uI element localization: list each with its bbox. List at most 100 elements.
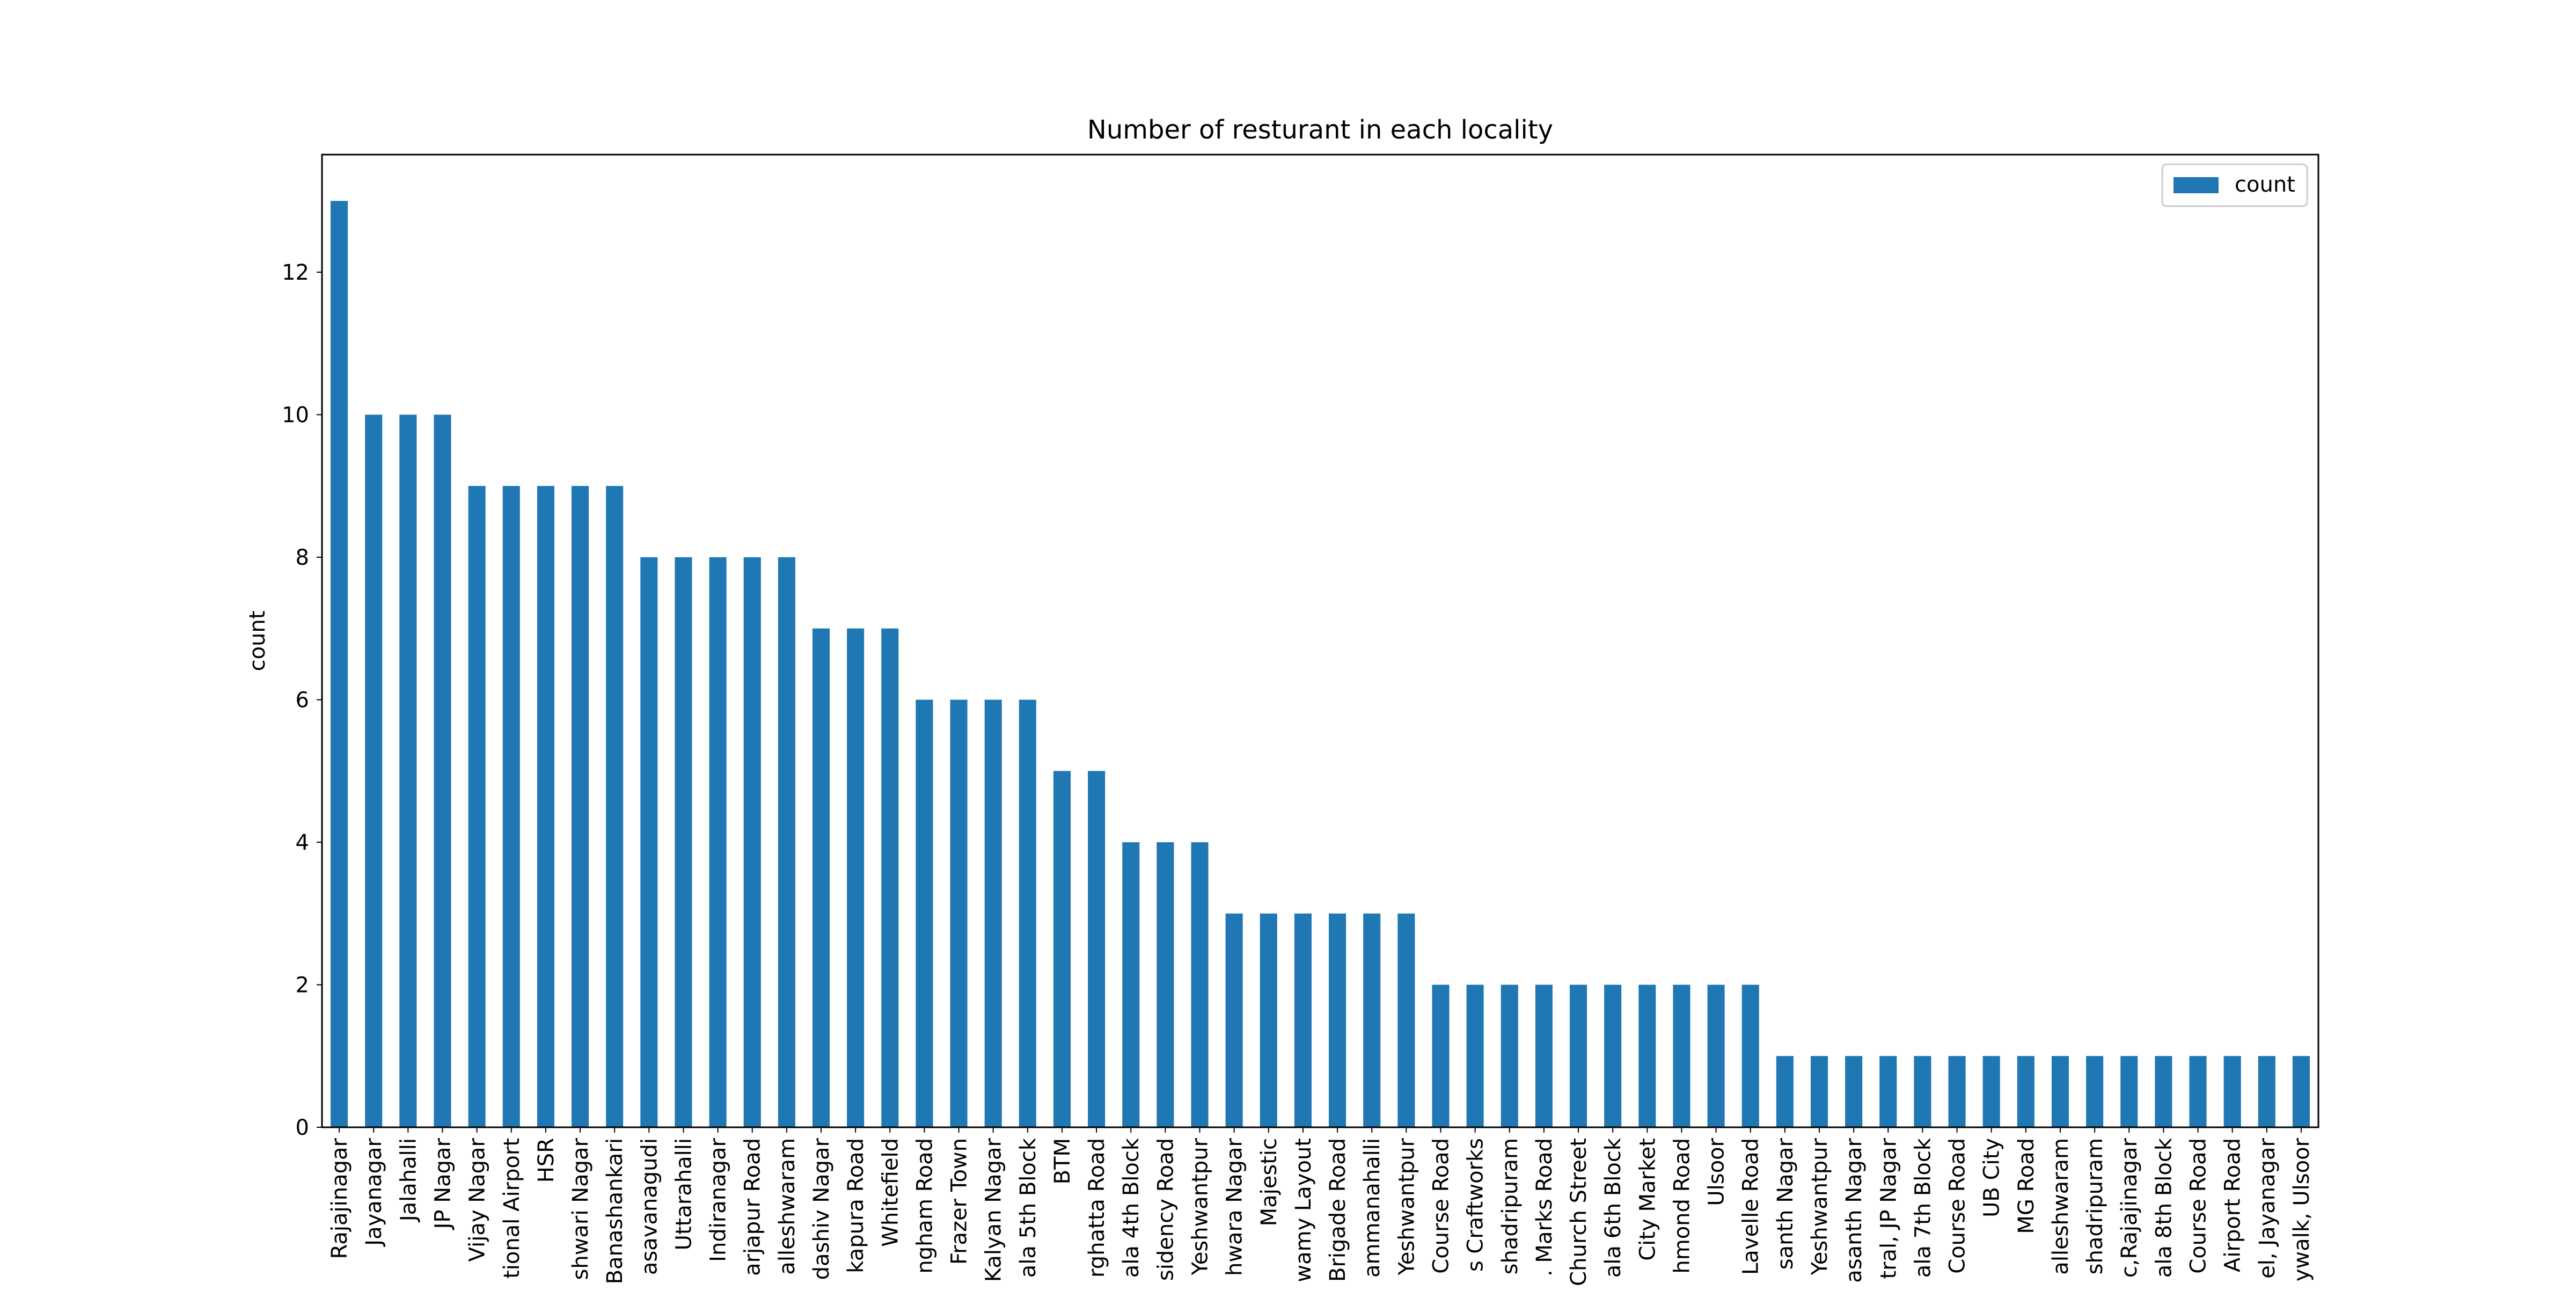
x-tick-label: Rajajinagar	[327, 1137, 352, 1259]
x-tick-label: tral, JP Nagar	[1876, 1137, 1901, 1279]
legend: count	[2161, 163, 2308, 207]
bar	[778, 557, 795, 1127]
x-axis: Rajajinagar Jayanagar Jalahalli JP Nagar Vij…	[327, 1127, 2314, 1286]
bars-layer	[331, 201, 2310, 1127]
x-tick-label: Whitefield	[878, 1138, 903, 1247]
bar	[640, 557, 658, 1127]
bar	[1982, 1056, 2000, 1127]
x-tick-label: sidency Road	[1153, 1138, 1178, 1281]
x-tick-label: shwari Nagar	[568, 1137, 593, 1280]
x-tick-label: hwara Nagar	[1223, 1137, 1247, 1276]
bar	[1157, 842, 1174, 1127]
x-tick-label: Course Road	[1945, 1138, 1970, 1274]
x-tick-label: Banashankari	[603, 1138, 627, 1284]
x-tick-label: santh Nagar	[1773, 1137, 1798, 1270]
x-tick-label: Ulsoor	[1704, 1137, 1729, 1206]
y-tick-label: 12	[282, 260, 309, 285]
bar	[1191, 842, 1209, 1127]
x-tick-label: ammanahalli	[1360, 1138, 1385, 1278]
x-tick-label: alleshwaram	[775, 1138, 800, 1275]
x-tick-label: Uttarahalli	[671, 1138, 696, 1250]
x-tick-label: ala 4th Block	[1119, 1137, 1144, 1278]
x-tick-label: Church Street	[1567, 1138, 1591, 1286]
x-tick-label: ala 5th Block	[1016, 1137, 1041, 1278]
bar	[1776, 1056, 1794, 1127]
x-tick-label: Brigade Road	[1326, 1138, 1350, 1282]
bar	[1810, 1056, 1828, 1127]
bar	[2155, 1056, 2172, 1127]
x-tick-label: shadripuram	[1498, 1138, 1523, 1274]
x-tick-label: alleshwaram	[2048, 1138, 2073, 1275]
bar	[950, 699, 968, 1127]
bar	[434, 414, 451, 1127]
x-tick-label: Majestic	[1257, 1138, 1282, 1226]
bar	[1122, 842, 1140, 1127]
x-tick-label: Indiranagar	[706, 1137, 731, 1261]
x-tick-label: Airport Road	[2221, 1138, 2245, 1272]
bar	[1845, 1056, 1863, 1127]
plot-frame	[321, 154, 2319, 1128]
bar	[399, 414, 417, 1127]
bar	[2292, 1056, 2310, 1127]
bar	[1019, 699, 1036, 1127]
x-tick-label: hmond Road	[1670, 1138, 1694, 1274]
x-tick-label: s Craftworks	[1463, 1138, 1488, 1272]
bar	[606, 486, 624, 1127]
bar	[1088, 771, 1106, 1127]
y-axis-label: count	[245, 611, 270, 672]
x-tick-label: BTM	[1050, 1138, 1075, 1184]
bar	[812, 628, 830, 1127]
bar	[1741, 984, 1759, 1127]
x-tick-label: Course Road	[1429, 1138, 1453, 1274]
x-tick-label: asanth Nagar	[1842, 1137, 1867, 1282]
x-tick-label: Course Road	[2186, 1138, 2211, 1274]
bar	[1948, 1056, 1966, 1127]
x-tick-label: dashiv Nagar	[809, 1137, 834, 1280]
x-tick-label: UB City	[1980, 1138, 2004, 1217]
bar	[1432, 984, 1450, 1127]
bar	[916, 699, 933, 1127]
bar	[1329, 913, 1346, 1127]
bar	[1879, 1056, 1897, 1127]
y-tick-label: 10	[282, 403, 309, 428]
bar	[1535, 984, 1553, 1127]
y-tick-label: 8	[296, 545, 309, 570]
bar	[1225, 913, 1243, 1127]
x-tick-label: tional Airport	[500, 1138, 524, 1279]
bar	[847, 628, 865, 1127]
bar	[1466, 984, 1484, 1127]
bar	[1260, 913, 1277, 1127]
x-tick-label: ngham Road	[912, 1138, 937, 1274]
bar	[1673, 984, 1690, 1127]
bar	[537, 486, 554, 1127]
bar	[1570, 984, 1587, 1127]
y-tick-label: 4	[296, 830, 309, 855]
x-tick-label: Yeshwantpur	[1807, 1137, 1832, 1275]
y-axis: 0 2 4 6 8 10 12	[282, 260, 322, 1140]
x-tick-label: el, Jayanagar	[2255, 1137, 2280, 1278]
bar	[502, 486, 520, 1127]
bar	[675, 557, 692, 1127]
bar	[2051, 1056, 2069, 1127]
legend-label: count	[2235, 172, 2295, 197]
bar	[1914, 1056, 1931, 1127]
x-tick-label: ywalk, Ulsoor	[2289, 1137, 2314, 1281]
x-tick-label: Yeshwantpur	[1188, 1137, 1213, 1275]
bar	[1294, 913, 1312, 1127]
bar	[2189, 1056, 2207, 1127]
x-tick-label: Lavelle Road	[1739, 1138, 1763, 1275]
x-tick-label: JP Nagar	[430, 1137, 455, 1230]
x-tick-label: Jayanagar	[362, 1137, 386, 1247]
x-tick-label: MG Road	[2014, 1138, 2039, 1234]
x-tick-label: shadripuram	[2083, 1138, 2107, 1274]
x-tick-label: Vijay Nagar	[465, 1137, 490, 1261]
x-tick-label: c,Rajajinagar	[2117, 1137, 2142, 1278]
bar	[468, 486, 486, 1127]
legend-swatch	[2174, 177, 2219, 193]
x-tick-label: Jalahalli	[396, 1138, 421, 1223]
bar	[1707, 984, 1725, 1127]
bar	[1501, 984, 1518, 1127]
x-tick-label: rghatta Road	[1085, 1138, 1109, 1278]
